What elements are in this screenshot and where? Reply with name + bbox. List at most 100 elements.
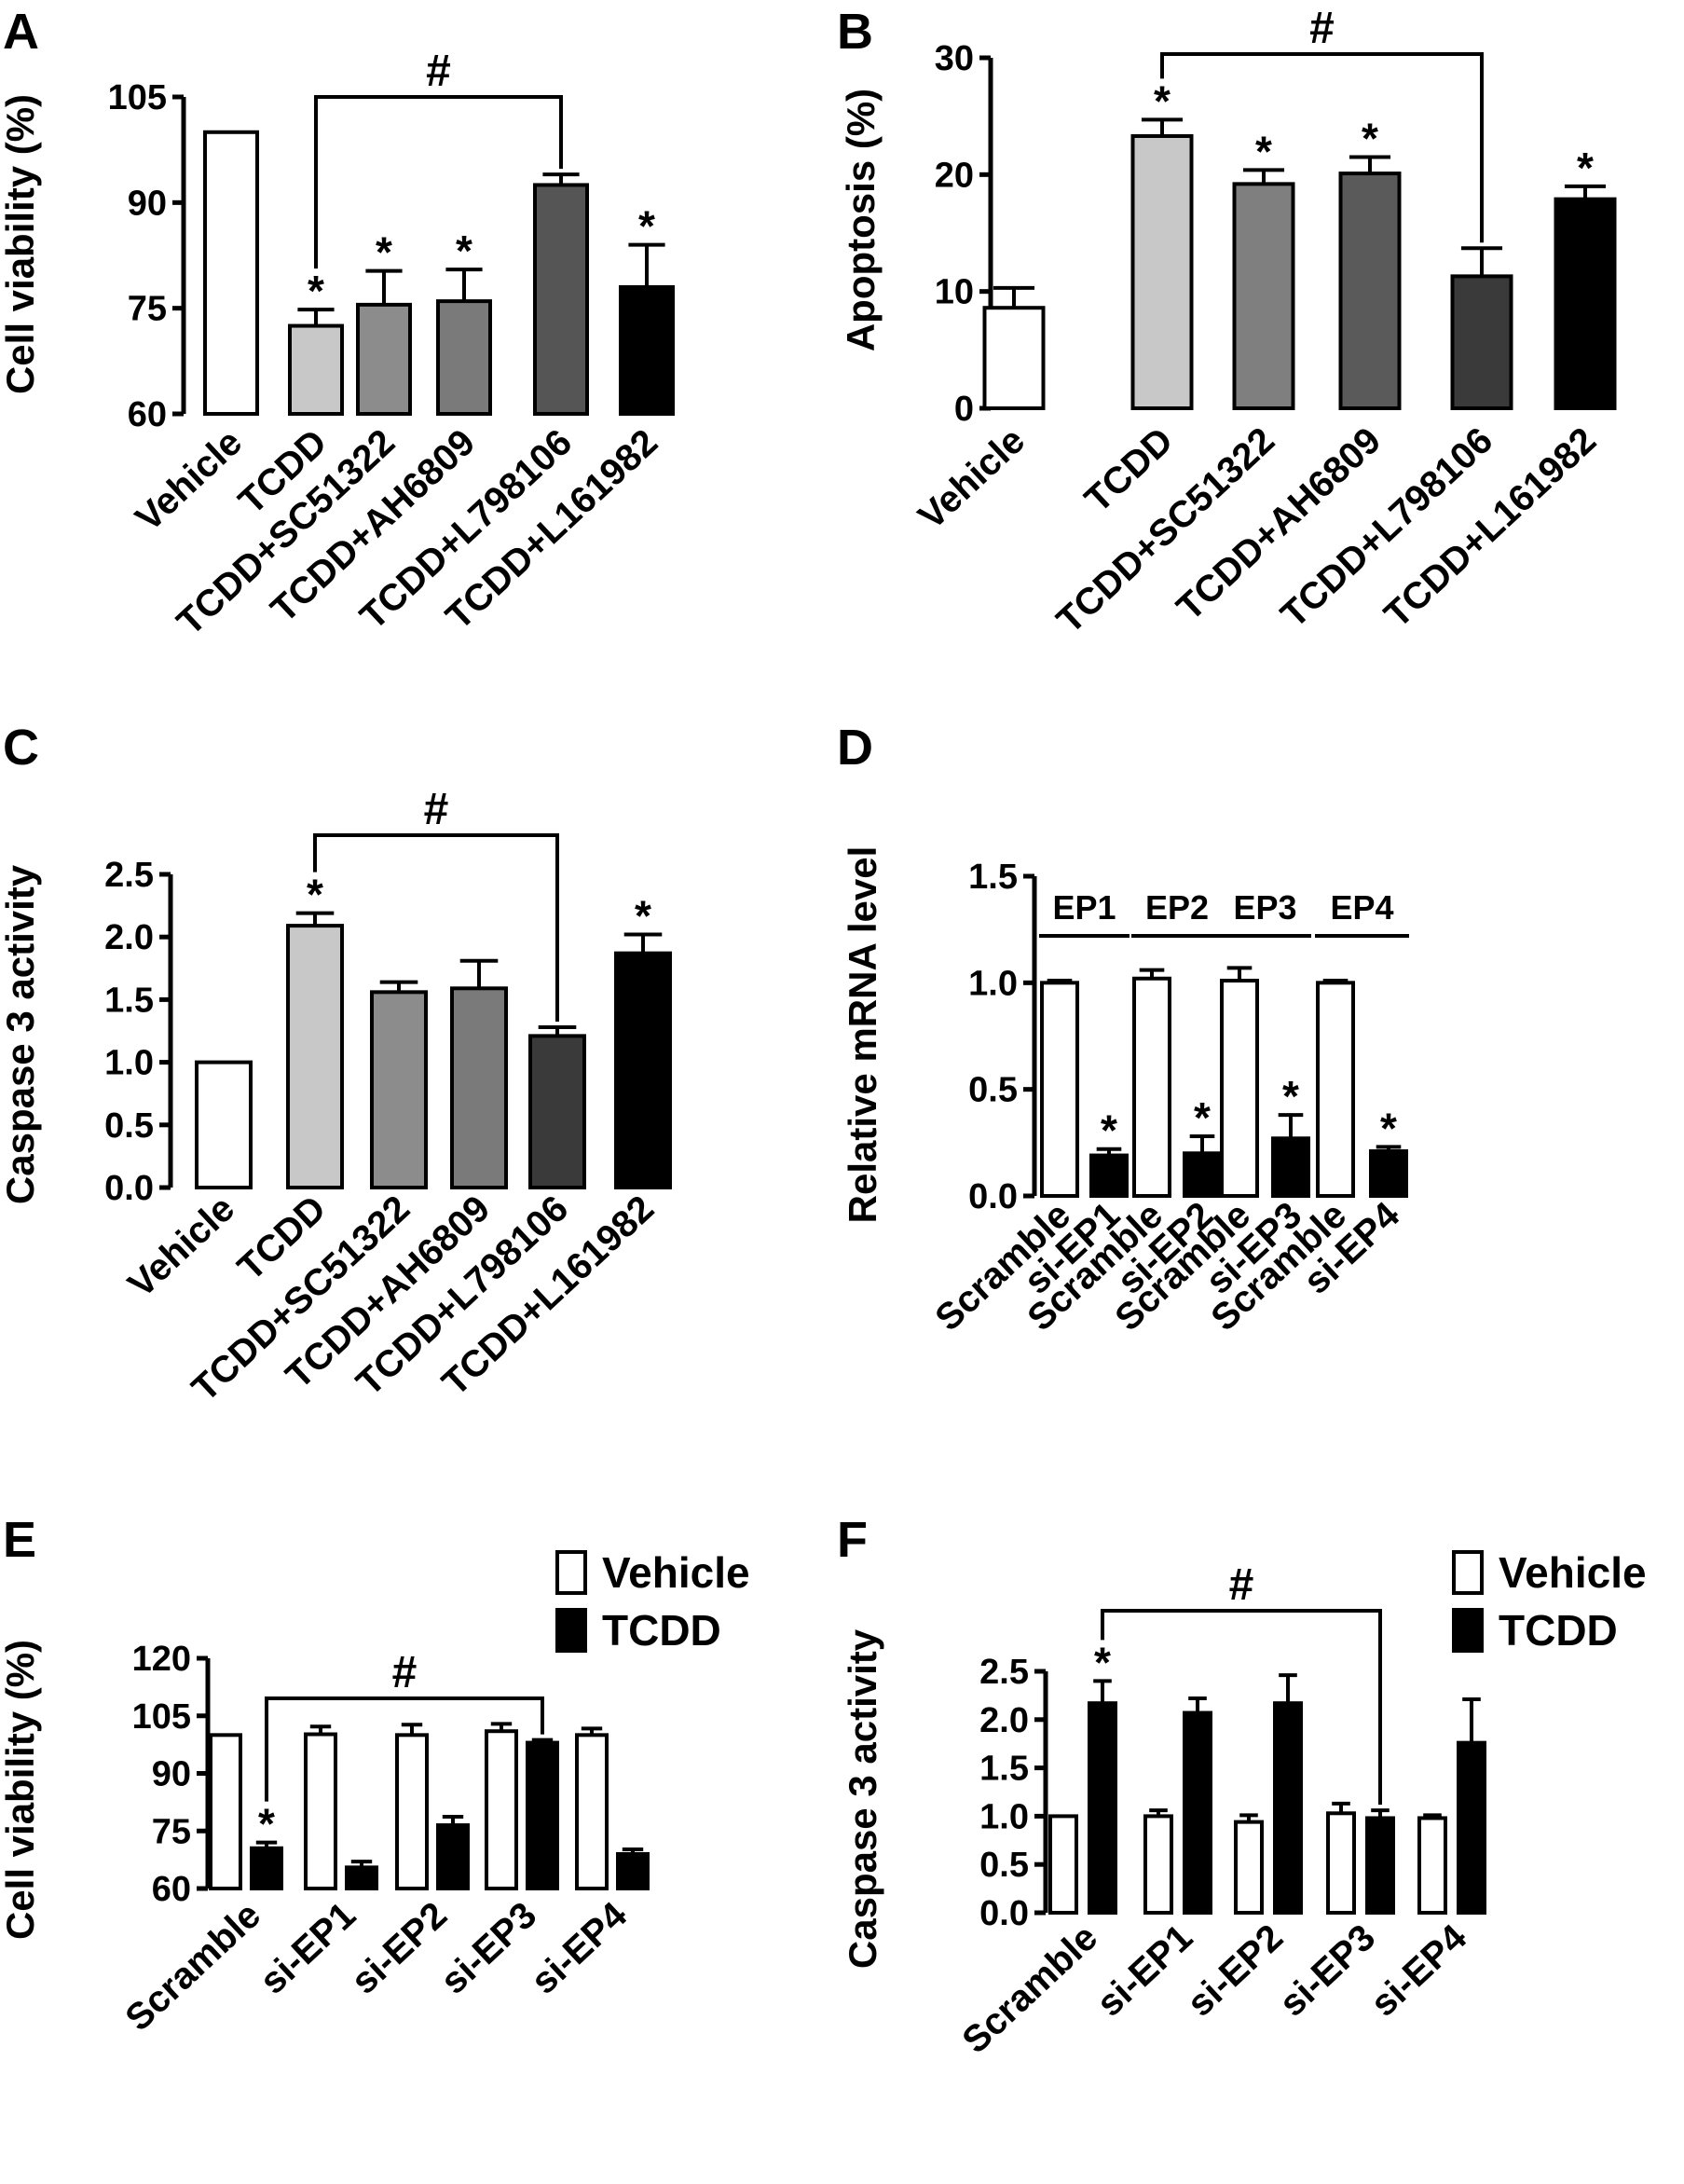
- bar: [527, 1743, 557, 1889]
- y-tick-label: 0: [954, 390, 974, 429]
- bar: [1328, 1813, 1354, 1913]
- bar: [1050, 1816, 1076, 1913]
- y-axis-label: Cell viability (%): [0, 1640, 42, 1940]
- y-tick-label: 90: [152, 1755, 191, 1794]
- bar: [358, 305, 410, 414]
- bar: [1091, 1156, 1127, 1196]
- panel-letter: B: [837, 4, 873, 60]
- category-label: si-EP3: [433, 1894, 544, 2002]
- bar: [1371, 1151, 1406, 1196]
- bar: [616, 954, 670, 1188]
- legend-swatch: [557, 1610, 585, 1651]
- bar: [1134, 979, 1170, 1196]
- legend-label: Vehicle: [1499, 1548, 1647, 1597]
- category-label: si-EP4: [524, 1894, 636, 2002]
- y-tick-label: 2.5: [979, 1653, 1029, 1692]
- y-tick-label: 105: [108, 78, 167, 117]
- significance-star: *: [1154, 76, 1171, 125]
- bar: [252, 1848, 281, 1889]
- category-label: Vehicle: [128, 421, 250, 539]
- bar: [577, 1735, 607, 1889]
- y-tick-label: 75: [152, 1812, 191, 1851]
- legend-swatch: [1454, 1610, 1482, 1651]
- bar: [618, 1854, 648, 1889]
- bar: [1556, 199, 1615, 408]
- bar: [1273, 1138, 1308, 1196]
- significance-star: *: [456, 227, 472, 275]
- legend-label: TCDD: [602, 1606, 721, 1655]
- bar: [535, 185, 587, 414]
- significance-star: *: [258, 1800, 275, 1848]
- y-tick-label: 20: [935, 156, 974, 195]
- bar: [1089, 1703, 1116, 1913]
- panel-letter: F: [837, 1512, 868, 1568]
- y-tick-label: 0.5: [979, 1846, 1029, 1885]
- panel-f: F 0.0 0.5 1.0 1.5 2.0 2.5 Caspase 3 activity * Sc…: [837, 1512, 1647, 2061]
- y-tick-label: 0.5: [104, 1106, 154, 1146]
- bar: [486, 1731, 516, 1889]
- group-label: EP2: [1145, 888, 1209, 927]
- bar: [438, 1825, 468, 1889]
- bar: [1222, 981, 1257, 1196]
- legend-label: Vehicle: [602, 1548, 750, 1597]
- bar: [1275, 1703, 1301, 1913]
- panel-letter: E: [3, 1512, 36, 1568]
- bar: [1341, 173, 1400, 408]
- figure-canvas: A607590105Cell viability (%)Vehicle*TCDD…: [0, 0, 1684, 2184]
- significance-star: *: [307, 871, 323, 919]
- significance-star: *: [308, 267, 324, 315]
- legend-label: TCDD: [1499, 1606, 1618, 1655]
- significance-hash: #: [426, 47, 451, 96]
- bar: [1367, 1818, 1393, 1913]
- y-tick-label: 2.5: [104, 856, 154, 895]
- bar: [1453, 276, 1512, 408]
- y-axis-label: Caspase 3 activity: [0, 864, 42, 1204]
- significance-star: *: [1380, 1104, 1397, 1152]
- bar: [1042, 982, 1077, 1196]
- y-tick-label: 2.0: [104, 918, 154, 957]
- bar: [288, 926, 342, 1188]
- significance-hash: #: [424, 785, 449, 834]
- bar: [530, 1036, 584, 1188]
- significance-star: *: [638, 202, 655, 251]
- legend-swatch: [557, 1552, 585, 1593]
- bar: [1184, 1153, 1220, 1196]
- bar: [1133, 136, 1192, 408]
- y-tick-label: 30: [935, 39, 974, 78]
- y-tick-label: 120: [132, 1640, 191, 1679]
- significance-star: *: [1094, 1638, 1111, 1686]
- significance-star: *: [1362, 115, 1378, 163]
- y-axis-label: Cell viability (%): [0, 94, 42, 394]
- y-tick-label: 1.5: [979, 1750, 1029, 1789]
- panel-e: E 60 75 90 105 120 Cell viability (%) * Scramble…: [0, 1512, 750, 2039]
- bar: [1235, 184, 1294, 408]
- y-tick-label: 0.0: [104, 1169, 154, 1208]
- legend-swatch: [1454, 1552, 1482, 1593]
- significance-hash: #: [1229, 1560, 1254, 1610]
- significance-star: *: [1101, 1106, 1117, 1155]
- y-axis-label: Relative mRNA level: [841, 846, 884, 1224]
- y-tick-label: 1.5: [968, 858, 1018, 897]
- significance-star: *: [1194, 1093, 1211, 1142]
- bar: [1318, 982, 1353, 1196]
- y-tick-label: 0.0: [979, 1894, 1029, 1933]
- y-axis-label: Caspase 3 activity: [841, 1628, 884, 1969]
- bar: [306, 1735, 335, 1889]
- y-tick-label: 1.0: [979, 1797, 1029, 1836]
- bar: [1458, 1743, 1485, 1913]
- significance-star: *: [635, 892, 651, 941]
- bar: [1145, 1816, 1171, 1913]
- bar: [621, 287, 673, 414]
- group-label: EP4: [1330, 888, 1393, 927]
- y-tick-label: 10: [935, 273, 974, 312]
- significance-bracket: [1162, 54, 1482, 242]
- panel-letter: A: [3, 4, 39, 60]
- panel-letter: C: [3, 720, 39, 776]
- y-tick-label: 1.0: [968, 964, 1018, 1003]
- bar: [452, 988, 506, 1188]
- bar: [372, 992, 426, 1188]
- bar: [985, 308, 1044, 408]
- significance-star: *: [1255, 127, 1272, 175]
